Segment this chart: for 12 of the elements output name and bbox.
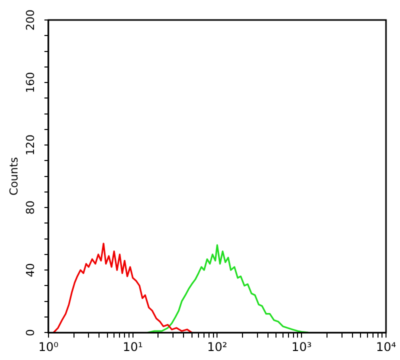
y-axis-title: Counts: [7, 156, 20, 196]
x-tick-label: 10³: [292, 340, 312, 354]
y-tick-label: 40: [24, 263, 37, 278]
y-tick-label: 160: [24, 72, 37, 94]
y-tick-label: 120: [24, 134, 37, 156]
x-tick-label: 10⁴: [376, 340, 396, 354]
x-tick-label: 10¹: [122, 340, 144, 354]
x-tick-label: 10⁰: [38, 340, 59, 354]
y-tick-label: 200: [24, 10, 37, 30]
y-tick-label: 80: [24, 200, 37, 215]
x-tick-label: 10²: [207, 340, 228, 354]
y-tick-label: 0: [24, 329, 37, 336]
